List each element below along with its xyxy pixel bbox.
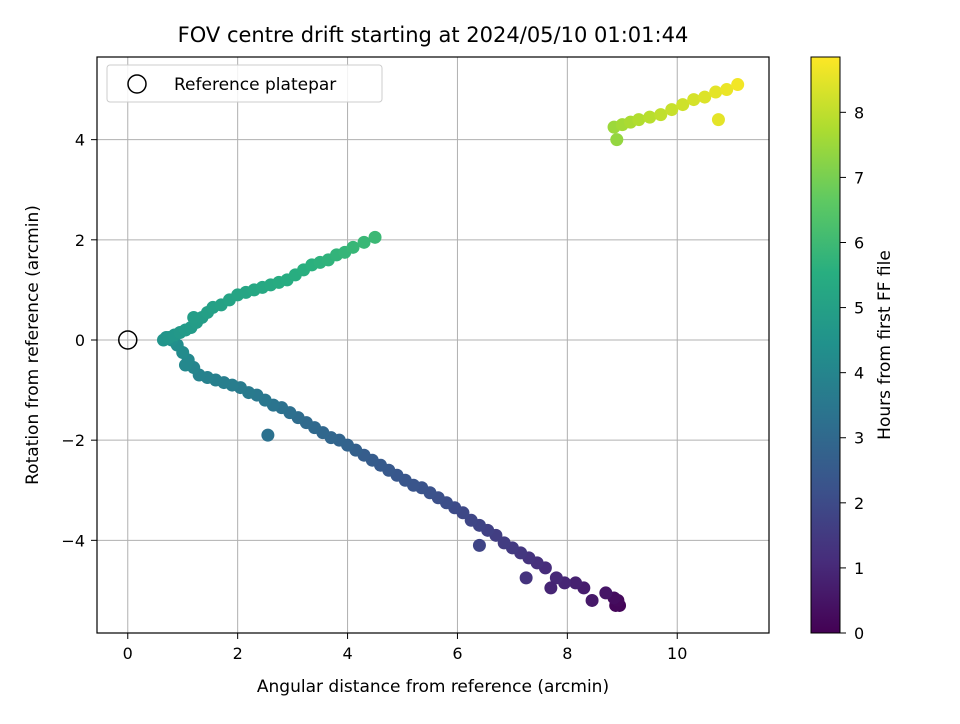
x-tick-label: 4 [342,644,352,663]
colorbar-tick-label: 8 [854,103,864,122]
data-point [654,108,668,122]
colorbar-tick-label: 4 [854,364,864,383]
data-point [549,571,563,585]
legend-marker-icon [127,74,147,94]
colorbar-tick-label: 7 [854,168,864,187]
data-point [711,113,725,127]
data-point [519,571,533,585]
plot-frame [96,56,770,634]
data-point [599,586,613,600]
data-point [368,230,382,244]
data-point [357,235,371,249]
colorbar-tick-label: 0 [854,624,864,643]
colorbar-tick-label: 3 [854,429,864,448]
x-axis-label: Angular distance from reference (arcmin) [257,677,609,697]
colorbar-tick-label: 1 [854,559,864,578]
data-point [261,428,275,442]
colorbar-tick-label: 2 [854,494,864,513]
data-point [643,110,657,124]
x-tick-label: 8 [562,644,572,663]
colorbar-tick-label: 6 [854,233,864,252]
x-tick-label: 0 [123,644,133,663]
data-point [731,78,745,92]
legend-box [106,64,383,103]
data-point [585,593,599,607]
data-point [346,240,360,254]
chart-title: FOV centre drift starting at 2024/05/10 … [178,23,689,47]
data-point [665,103,679,117]
data-point [472,538,486,552]
y-tick-label: −2 [61,431,85,450]
y-tick-label: 0 [75,331,85,350]
colorbar-gradient [810,56,841,634]
y-axis-label: Rotation from reference (arcmin) [23,205,43,485]
data-points [156,78,745,612]
colorbar-label: Hours from first FF file [875,250,895,440]
x-tick-label: 2 [233,644,243,663]
grid-lines [97,57,769,633]
data-point [497,536,511,550]
data-point [632,113,646,127]
colorbar-tick-label: 5 [854,299,864,318]
colorbar: 0 1 2 3 4 5 6 7 8 Hours from first FF file [810,56,895,643]
colorbar-ticks: 0 1 2 3 4 5 6 7 8 [840,103,864,643]
y-tick-label: 2 [75,231,85,250]
x-tick-label: 10 [667,644,687,663]
x-tick-label: 6 [452,644,462,663]
data-point [720,83,734,97]
legend: Reference platepar [106,64,383,103]
data-point [187,310,201,324]
y-tick-label: −4 [61,531,85,550]
y-axis-ticks: −4 −2 0 2 4 [61,131,97,550]
data-point [687,93,701,107]
data-point [569,576,583,590]
data-point [676,98,690,112]
reference-platepar-marker [118,330,138,350]
data-point [698,90,712,104]
y-tick-label: 4 [75,131,85,150]
legend-label: Reference platepar [174,75,336,95]
data-point [610,133,624,147]
data-point [709,85,723,99]
data-point [178,358,192,372]
data-point [464,513,478,527]
data-point [544,581,558,595]
x-axis-ticks: 0 2 4 6 8 10 [123,633,687,663]
